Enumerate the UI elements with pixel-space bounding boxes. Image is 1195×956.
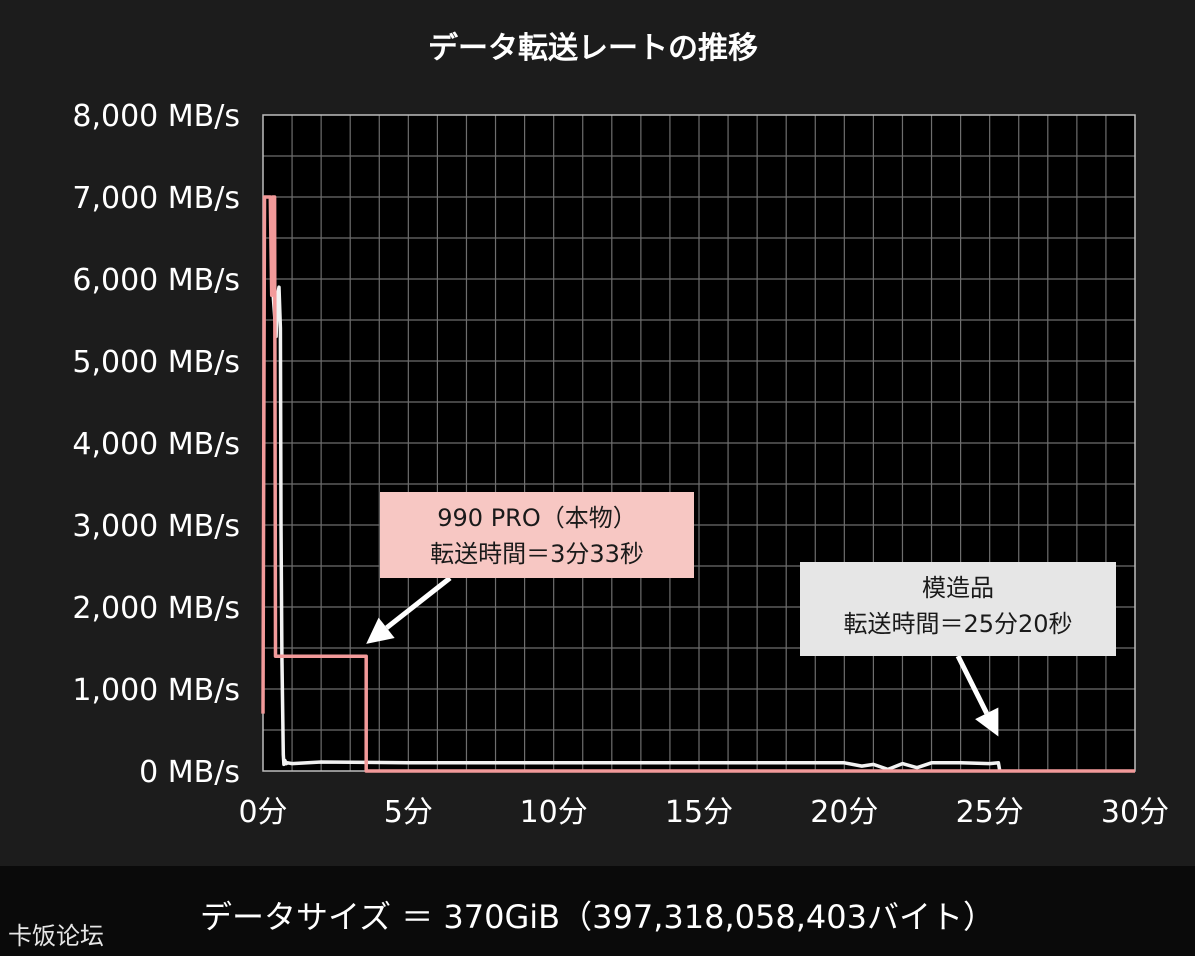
footer-bar: データサイズ ＝ 370GiB（397,318,058,403バイト） 卡饭论坛 — [0, 866, 1195, 956]
y-tick-label: 8,000 MB/s — [72, 99, 240, 134]
y-tick-label: 6,000 MB/s — [72, 263, 240, 298]
y-tick-label: 1,000 MB/s — [72, 673, 240, 708]
callout-arrow-head — [975, 707, 999, 737]
x-tick-label: 20分 — [810, 795, 878, 830]
chart-title: データ転送レートの推移 — [428, 31, 758, 66]
callout-text-line: 転送時間＝25分20秒 — [843, 610, 1072, 638]
callout-arrow-shaft — [955, 654, 989, 715]
series — [261, 195, 1135, 773]
data-size-caption: データサイズ ＝ 370GiB（397,318,058,403バイト） — [200, 898, 995, 936]
transfer-rate-chart: データ転送レートの推移 0 MB/s 1,000 MB/s 2,000 MB/s 3,… — [72, 31, 1169, 830]
axes: 0 MB/s 1,000 MB/s 2,000 MB/s 3,000 MB/s 4,00… — [72, 99, 1169, 830]
callout-box — [380, 492, 694, 578]
series-line-1 — [261, 195, 1135, 773]
x-tick-label: 15分 — [665, 795, 733, 830]
y-tick-label: 7,000 MB/s — [72, 181, 240, 216]
callout-1: 990 PRO（本物） 転送時間＝3分33秒 — [366, 492, 694, 644]
y-tick-label: 3,000 MB/s — [72, 509, 240, 544]
y-tick-label: 0 MB/s — [139, 755, 240, 790]
x-tick-label: 30分 — [1101, 795, 1169, 830]
callout-arrow-head — [366, 617, 395, 644]
grid — [263, 115, 1135, 771]
x-tick-label: 10分 — [520, 795, 588, 830]
x-tick-label: 25分 — [956, 795, 1024, 830]
callout-text-line: 転送時間＝3分33秒 — [430, 540, 644, 568]
y-tick-label: 2,000 MB/s — [72, 591, 240, 626]
callout-text-line: 990 PRO（本物） — [437, 504, 636, 532]
callout-arrow-shaft — [385, 576, 452, 630]
y-tick-label: 4,000 MB/s — [72, 427, 240, 462]
y-tick-label: 5,000 MB/s — [72, 345, 240, 380]
callout-text-line: 模造品 — [922, 574, 994, 602]
x-tick-label: 5分 — [384, 795, 433, 830]
x-tick-label: 0分 — [238, 795, 287, 830]
callout-box — [800, 562, 1116, 656]
watermark-text: 卡饭论坛 — [8, 922, 104, 950]
